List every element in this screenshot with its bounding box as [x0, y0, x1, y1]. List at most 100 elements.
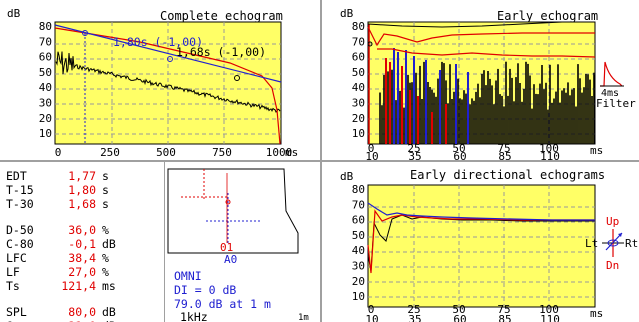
- parameter-name: T-15: [6, 183, 34, 197]
- parameter-name: SPL: [6, 305, 27, 319]
- energy-trace: [367, 21, 595, 28]
- x-tick-label: 60: [453, 313, 466, 322]
- filtered-trace: [377, 48, 596, 58]
- direction-trace-up: [367, 209, 595, 274]
- x-tick-label: 75: [497, 142, 510, 155]
- x-tick-label: 35: [408, 150, 421, 160]
- parameter-name: G: [6, 319, 13, 322]
- y-tick-label: 50: [352, 66, 365, 79]
- complete-echogram-pane: 80 70 60 50 40 30 20 10 0 250 500 750 1000 dB Compl…: [0, 0, 319, 160]
- chart-title: Early echogram: [497, 9, 598, 23]
- y-tick-label: 20: [352, 112, 365, 125]
- x-tick-label: 1000: [266, 146, 293, 159]
- filter-icon: [600, 61, 624, 87]
- marker-point: [167, 56, 173, 62]
- parameter-row: SPL 80,0 dB: [6, 305, 156, 319]
- floorplan-pane: 01 A0 OMNI DI = 0 dB 79.0 dB at 1 m 1kHz…: [166, 163, 319, 322]
- y-tick-label: 40: [352, 81, 365, 94]
- x-tick-label: 100: [539, 142, 559, 155]
- pane-divider-horizontal[interactable]: [0, 160, 639, 162]
- pane-divider-vertical[interactable]: [164, 162, 165, 322]
- parameter-unit: %: [102, 251, 109, 265]
- chart-title: Early directional echograms: [410, 168, 605, 182]
- parameter-value: 1,80: [68, 183, 96, 197]
- x-tick-label: 50: [452, 142, 465, 155]
- x-tick-label: 75: [497, 303, 510, 316]
- parameter-row: LFC 38,4%: [6, 251, 156, 265]
- floorplan-view[interactable]: 01 A0: [166, 163, 319, 322]
- directivity-index: DI = 0 dB: [174, 283, 237, 297]
- parameter-unit: s: [102, 169, 109, 183]
- parameter-unit: s: [102, 183, 109, 197]
- parameter-name: EDT: [6, 169, 27, 183]
- x-tick-label: 110: [540, 150, 560, 160]
- parameter-value: 21,0: [46, 319, 96, 322]
- parameter-name: LFC: [6, 251, 27, 265]
- y-tick-label: 60: [352, 214, 365, 227]
- parameter-value: 1,77: [68, 169, 96, 183]
- y-tick-label: 50: [39, 66, 52, 79]
- y-tick-label: 10: [352, 290, 365, 303]
- x-unit-label: ms: [590, 144, 603, 157]
- filter-window-label: 4ms: [601, 88, 619, 99]
- annotation-t15: 1,80s (-1,00): [113, 35, 203, 49]
- x-tick-label: 85: [498, 150, 511, 160]
- parameter-value: 121,4: [61, 279, 96, 293]
- x-tick-label: 25: [407, 303, 420, 316]
- y-tick-label: 30: [352, 260, 365, 273]
- compass-up-label: Up: [606, 215, 619, 228]
- parameter-value: 36,0: [68, 223, 96, 237]
- marker-point: [82, 30, 88, 36]
- edt-regression-line: [54, 24, 282, 83]
- parameter-unit: ms: [102, 279, 116, 293]
- directional-echogram-pane: 80 70 60 50 40 30 20 10 0 25 50 75 100 10 35 60 85 110 d…: [322, 163, 639, 322]
- marker-point: [367, 41, 373, 47]
- x-tick-label: 10: [365, 313, 378, 322]
- x-tick-label: 250: [100, 146, 120, 159]
- filtered-trace: [367, 26, 595, 47]
- x-tick-label: 35: [408, 313, 421, 322]
- y-tick-label: 50: [352, 229, 365, 242]
- x-tick-label: 0: [368, 142, 375, 155]
- y-tick-label: 70: [352, 35, 365, 48]
- y-tick-label: 60: [352, 51, 365, 64]
- x-unit-label: ms: [285, 146, 298, 159]
- room-outline: [167, 168, 299, 254]
- receiver-marker[interactable]: [225, 199, 231, 205]
- x-unit-label: ms: [590, 307, 603, 320]
- parameter-value: 1,68: [68, 197, 96, 211]
- receiver-label: 01: [220, 241, 233, 254]
- direction-trace-lt: [367, 214, 595, 272]
- x-tick-label: 100: [539, 303, 559, 316]
- y-tick-label: 80: [39, 20, 52, 33]
- y-unit-label: dB: [340, 170, 354, 183]
- x-tick-label: 110: [540, 313, 560, 322]
- y-tick-label: 80: [352, 20, 365, 33]
- y-tick-label: 60: [39, 51, 52, 64]
- y-tick-label: 70: [352, 198, 365, 211]
- parameter-row: C-80 -0,1 dB: [6, 237, 156, 251]
- parameter-row: Ts 121,4 ms: [6, 279, 156, 293]
- parameter-row: T-30 1,68 s: [6, 197, 156, 211]
- parameter-name: C-80: [6, 237, 34, 251]
- y-tick-label: 40: [352, 244, 365, 257]
- x-tick-label: 0: [55, 146, 62, 159]
- chart-title: Complete echogram: [160, 9, 283, 23]
- marker-point: [234, 75, 240, 81]
- parameter-unit: %: [102, 223, 109, 237]
- x-tick-label: 25: [407, 142, 420, 155]
- parameter-unit: dB: [102, 319, 116, 322]
- compass-left-label: Lt: [585, 237, 598, 250]
- parameter-value: -0,1: [68, 237, 96, 251]
- parameter-name: Ts: [6, 279, 20, 293]
- parameter-name: D-50: [6, 223, 34, 237]
- x-tick-label: 50: [452, 303, 465, 316]
- y-unit-label: dB: [340, 7, 354, 20]
- annotation-t30: 1,68s (-1,00): [176, 45, 266, 59]
- complete-echogram-chart: 80 70 60 50 40 30 20 10 0 250 500 750 1000 dB Compl…: [7, 7, 298, 159]
- y-tick-label: 30: [352, 97, 365, 110]
- parameter-value: 38,4: [68, 251, 96, 265]
- x-tick-label: 500: [156, 146, 176, 159]
- parameter-row: D-50 36,0%: [6, 223, 156, 237]
